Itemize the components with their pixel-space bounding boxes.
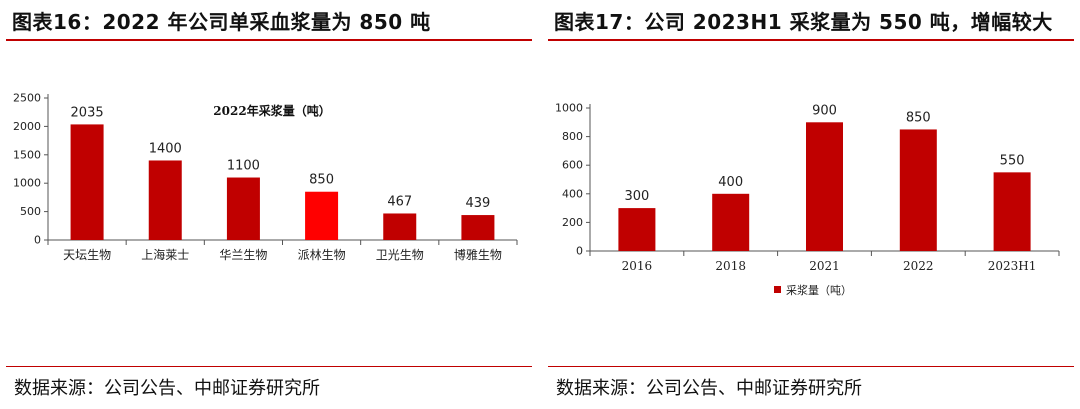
x-category-label: 上海莱士 — [141, 247, 189, 262]
data-label: 900 — [812, 103, 837, 118]
bar — [993, 172, 1031, 251]
data-label: 1100 — [227, 159, 260, 174]
data-source-note: 数据来源：公司公告、中邮证券研究所 — [556, 378, 862, 399]
legend-label: 采浆量（吨） — [786, 283, 852, 297]
title-rule — [548, 39, 1074, 41]
bar — [148, 160, 182, 240]
y-tick-label: 0 — [576, 245, 583, 258]
y-tick-label: 800 — [562, 130, 583, 143]
bar — [383, 213, 417, 240]
y-tick-label: 1000 — [13, 177, 41, 190]
x-category-label: 天坛生物 — [63, 248, 111, 262]
bar — [305, 191, 339, 240]
data-label: 2035 — [71, 105, 104, 120]
data-label: 850 — [906, 110, 931, 125]
x-category-label: 派林生物 — [298, 248, 346, 262]
y-tick-label: 0 — [34, 234, 41, 247]
y-tick-label: 600 — [562, 159, 583, 172]
y-tick-label: 200 — [562, 216, 583, 229]
data-label: 850 — [309, 173, 334, 188]
y-tick-label: 500 — [20, 205, 41, 218]
data-label: 467 — [387, 194, 412, 209]
data-label: 300 — [624, 189, 649, 204]
y-tick-label: 400 — [562, 187, 583, 200]
source-rule — [548, 366, 1074, 367]
chart-title: 2022年采浆量（吨） — [213, 103, 330, 118]
bar — [226, 177, 260, 240]
x-category-label: 卫光生物 — [376, 248, 424, 262]
bar — [70, 124, 104, 240]
right-figure-panel: 图表17：公司 2023H1 采浆量为 550 吨，增幅较大 0 200 400 60… — [542, 0, 1080, 409]
bar-chart-company-plasma-volume-by-year: 0 200 400 600 800 1000 300 2016 400 2018 900 2021 85… — [555, 102, 1060, 297]
bar-chart-2022-plasma-volume: 0 500 1000 1500 2000 2500 2035 天坛生物 1400 上海莱士 1100… — [13, 92, 518, 262]
y-tick-label: 2000 — [13, 120, 41, 133]
legend-swatch — [774, 286, 781, 293]
x-category-label: 2023H1 — [988, 259, 1037, 273]
bar — [899, 129, 937, 251]
x-category-label: 2018 — [715, 259, 746, 273]
source-rule — [6, 366, 532, 367]
data-label: 400 — [718, 175, 743, 190]
x-category-label: 2016 — [622, 259, 653, 273]
data-label: 550 — [1000, 153, 1025, 168]
bar — [806, 122, 843, 251]
data-label: 1400 — [149, 141, 182, 156]
x-category-label: 2022 — [903, 259, 934, 273]
y-tick-label: 1000 — [555, 102, 583, 115]
y-tick-label: 2500 — [13, 92, 41, 105]
title-rule — [6, 39, 532, 41]
data-label: 439 — [466, 196, 491, 211]
x-category-label: 博雅生物 — [454, 247, 502, 262]
bar — [712, 193, 750, 251]
x-category-label: 2021 — [809, 259, 840, 273]
figure-title: 图表16：2022 年公司单采血浆量为 850 吨 — [12, 10, 431, 34]
y-tick-label: 1500 — [13, 148, 41, 161]
bar — [618, 208, 656, 251]
data-source-note: 数据来源：公司公告、中邮证券研究所 — [14, 378, 320, 399]
figure-title: 图表17：公司 2023H1 采浆量为 550 吨，增幅较大 — [554, 10, 1053, 34]
bar — [461, 215, 495, 240]
x-category-label: 华兰生物 — [219, 248, 267, 262]
left-figure-panel: 图表16：2022 年公司单采血浆量为 850 吨 0 500 1000 1500 20… — [0, 0, 538, 409]
